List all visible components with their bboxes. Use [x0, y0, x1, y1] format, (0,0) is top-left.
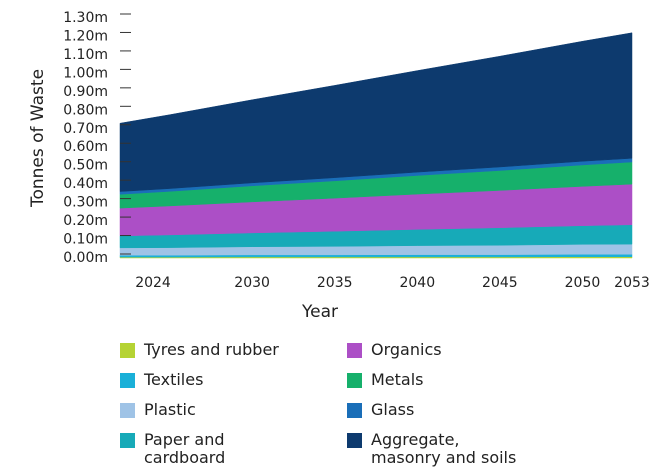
y-tick-label: 1.30m	[63, 10, 108, 26]
legend-item: Glass	[347, 401, 521, 419]
x-tick-label: 2040	[399, 275, 435, 291]
legend-item: Paper and cardboard	[120, 431, 254, 467]
legend-label: Metals	[371, 370, 424, 389]
legend-item: Textiles	[120, 371, 334, 389]
x-tick-label: 2035	[317, 275, 353, 291]
y-tick-label: 0.70m	[63, 121, 108, 137]
x-tick-label: 2030	[234, 275, 270, 291]
legend-label: Textiles	[144, 370, 204, 389]
legend-swatch	[347, 403, 362, 418]
y-tick-label: 0.60m	[63, 139, 108, 155]
legend-item: Plastic	[120, 401, 334, 419]
y-tick-label: 1.00m	[63, 65, 108, 81]
x-tick-label: 2045	[482, 275, 518, 291]
y-tick-label: 0.00m	[63, 250, 108, 266]
legend-swatch	[120, 433, 135, 448]
legend-label: Aggregate, masonry and soils	[371, 430, 517, 467]
y-axis-label: Tonnes of Waste	[28, 69, 48, 208]
legend-item: Organics	[347, 341, 521, 359]
legend-item: Tyres and rubber	[120, 341, 334, 359]
x-tick-label: 2050	[565, 275, 601, 291]
legend-swatch	[120, 373, 135, 388]
y-tick-label: 0.50m	[63, 158, 108, 174]
legend-label: Glass	[371, 400, 415, 419]
y-tick-label: 1.20m	[63, 28, 108, 44]
legend-label: Tyres and rubber	[144, 340, 279, 359]
legend-label: Organics	[371, 340, 442, 359]
legend-swatch	[120, 343, 135, 358]
legend-item: Metals	[347, 371, 521, 389]
y-tick-label: 0.30m	[63, 195, 108, 211]
y-tick-label: 0.90m	[63, 84, 108, 100]
y-tick-label: 1.10m	[63, 47, 108, 63]
legend-swatch	[347, 433, 362, 448]
legend-label: Paper and cardboard	[144, 430, 226, 467]
legend-item: Aggregate, masonry and soils	[347, 431, 521, 467]
y-tick-label: 0.40m	[63, 176, 108, 192]
x-tick-label: 2053	[614, 275, 650, 291]
legend-swatch	[120, 403, 135, 418]
y-tick-label: 0.80m	[63, 102, 108, 118]
x-tick-label: 2024	[135, 275, 171, 291]
y-tick-label: 0.10m	[63, 232, 108, 248]
x-axis-label: Year	[301, 302, 338, 322]
legend-label: Plastic	[144, 400, 196, 419]
legend-swatch	[347, 373, 362, 388]
y-tick-label: 0.20m	[63, 213, 108, 229]
area	[119, 32, 633, 192]
legend-swatch	[347, 343, 362, 358]
